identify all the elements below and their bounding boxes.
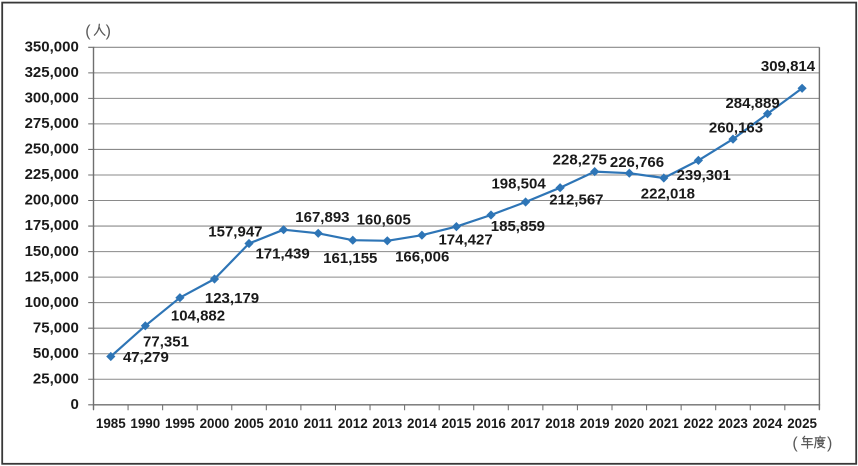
svg-text:239,301: 239,301 (677, 167, 731, 184)
svg-text:174,427: 174,427 (438, 232, 492, 249)
svg-text:2020: 2020 (614, 416, 644, 431)
svg-text:50,000: 50,000 (33, 345, 79, 362)
svg-text:(: ( (792, 435, 798, 452)
svg-text:2024: 2024 (753, 416, 783, 431)
svg-text:75,000: 75,000 (33, 319, 79, 336)
svg-text:284,889: 284,889 (725, 95, 779, 112)
svg-text:160,605: 160,605 (357, 212, 411, 229)
svg-text:104,882: 104,882 (171, 308, 225, 325)
svg-text:212,567: 212,567 (549, 192, 603, 209)
svg-text:2022: 2022 (684, 416, 714, 431)
svg-text:167,893: 167,893 (295, 209, 349, 226)
svg-text:325,000: 325,000 (25, 64, 79, 81)
svg-text:228,275: 228,275 (553, 152, 607, 169)
svg-text:166,006: 166,006 (395, 249, 449, 266)
svg-text:150,000: 150,000 (25, 243, 79, 260)
svg-text:2012: 2012 (338, 416, 368, 431)
svg-text:171,439: 171,439 (255, 246, 309, 263)
svg-text:77,351: 77,351 (143, 334, 189, 351)
svg-text:225,000: 225,000 (25, 166, 79, 183)
svg-text:2000: 2000 (200, 416, 230, 431)
svg-text:275,000: 275,000 (25, 115, 79, 132)
svg-text:100,000: 100,000 (25, 294, 79, 311)
svg-text:309,814: 309,814 (761, 58, 816, 75)
svg-text:2018: 2018 (545, 416, 575, 431)
svg-text:2023: 2023 (718, 416, 748, 431)
svg-text:2015: 2015 (442, 416, 472, 431)
svg-text:47,279: 47,279 (123, 349, 169, 366)
svg-text:157,947: 157,947 (208, 224, 262, 241)
svg-text:(: ( (85, 23, 91, 40)
svg-text:200,000: 200,000 (25, 192, 79, 209)
svg-text:222,018: 222,018 (641, 186, 695, 203)
svg-text:161,155: 161,155 (323, 250, 377, 267)
svg-text:2021: 2021 (649, 416, 679, 431)
svg-text:226,766: 226,766 (610, 154, 664, 171)
svg-text:1990: 1990 (130, 416, 160, 431)
svg-text:250,000: 250,000 (25, 141, 79, 158)
svg-text:1995: 1995 (165, 416, 195, 431)
svg-text:2017: 2017 (511, 416, 541, 431)
svg-text:2014: 2014 (407, 416, 437, 431)
svg-text:2025: 2025 (787, 416, 817, 431)
svg-text:2011: 2011 (304, 416, 334, 431)
svg-text:0: 0 (70, 396, 78, 413)
svg-text:123,179: 123,179 (205, 290, 259, 307)
svg-text:25,000: 25,000 (33, 371, 79, 388)
svg-text:): ) (106, 23, 111, 40)
svg-text:1985: 1985 (96, 416, 126, 431)
svg-text:2013: 2013 (372, 416, 402, 431)
svg-text:2019: 2019 (580, 416, 610, 431)
svg-text:185,859: 185,859 (491, 218, 545, 235)
svg-text:2010: 2010 (269, 416, 299, 431)
svg-text:260,163: 260,163 (709, 120, 763, 137)
svg-text:125,000: 125,000 (25, 268, 79, 285)
svg-text:198,504: 198,504 (491, 176, 546, 193)
svg-text:): ) (827, 435, 832, 452)
svg-text:350,000: 350,000 (25, 39, 79, 56)
svg-text:300,000: 300,000 (25, 90, 79, 107)
svg-text:175,000: 175,000 (25, 217, 79, 234)
svg-text:2016: 2016 (476, 416, 506, 431)
svg-text:2005: 2005 (234, 416, 264, 431)
